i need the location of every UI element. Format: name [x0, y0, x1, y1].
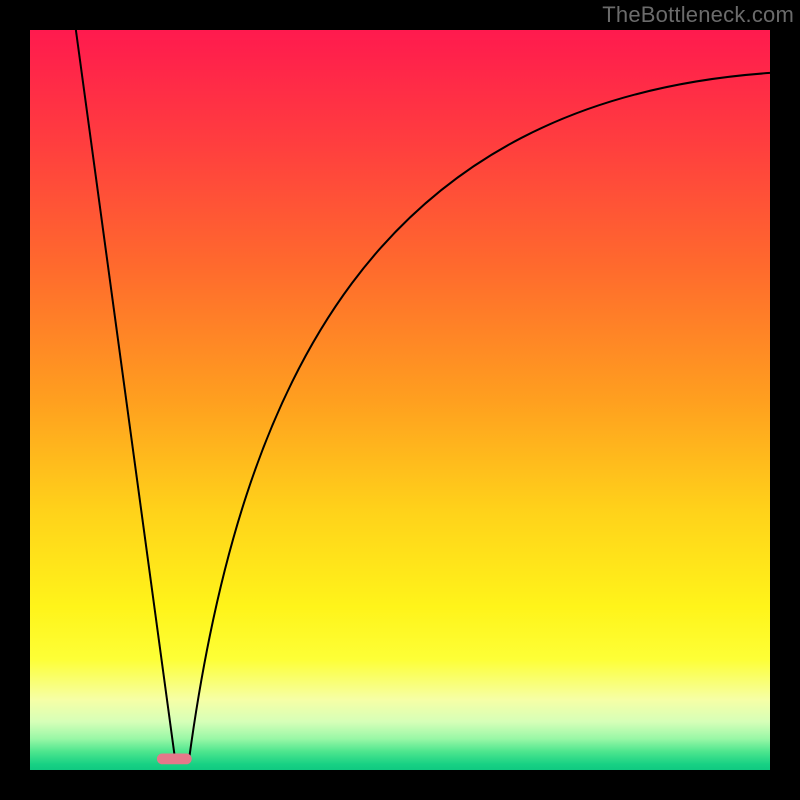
plot-background	[30, 30, 770, 770]
chart-root: TheBottleneck.com	[0, 0, 800, 800]
optimum-marker	[157, 754, 192, 765]
watermark-text: TheBottleneck.com	[602, 2, 794, 28]
plot-svg	[0, 0, 800, 800]
